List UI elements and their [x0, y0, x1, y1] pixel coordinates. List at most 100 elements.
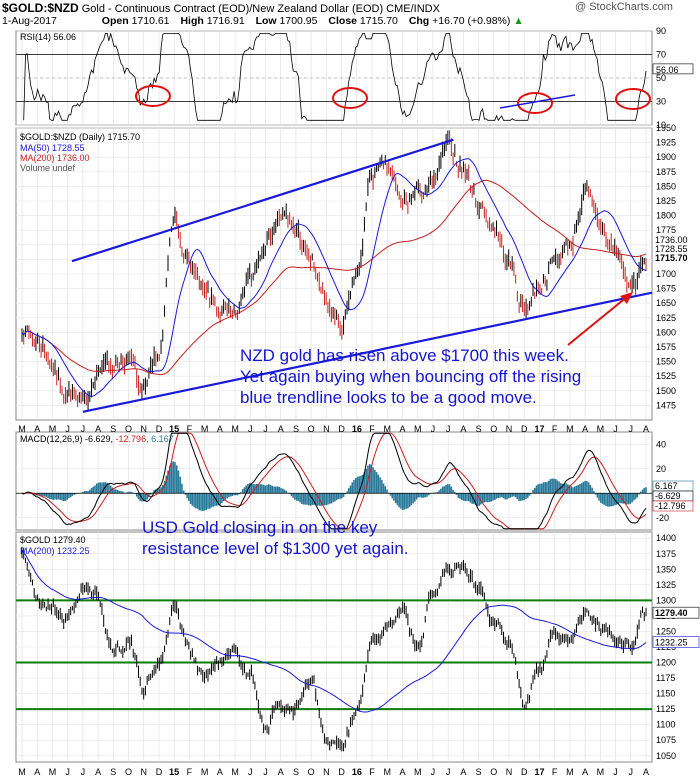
- y-tick-label: 1500: [656, 386, 676, 396]
- x-tick-label: N: [323, 424, 330, 434]
- y-tick-label: 1100: [656, 720, 675, 730]
- stockcharts-watermark: @ StockCharts.com: [575, 1, 673, 13]
- x-tick-label: J: [248, 767, 253, 777]
- x-tick-label: A: [34, 424, 40, 434]
- x-tick-label: S: [110, 424, 116, 434]
- x-tick-label: O: [125, 424, 132, 434]
- y-tick-label: 1850: [656, 181, 676, 191]
- x-tick-label: S: [110, 767, 116, 777]
- x-tick-label: M: [414, 424, 422, 434]
- y-tick-label: 1675: [656, 284, 676, 294]
- high-label: High: [180, 15, 204, 27]
- y-tick-label: 1200: [656, 658, 676, 668]
- nzd-annotation-line: Yet again buying when bouncing off the r…: [240, 367, 581, 386]
- y-tick-label: 1350: [656, 564, 676, 574]
- y-tick-label: 20: [656, 464, 666, 474]
- y-tick-label: 70: [656, 50, 666, 60]
- y-tick-label: 1375: [656, 549, 676, 559]
- x-tick-label: S: [476, 767, 482, 777]
- x-tick-label: O: [125, 767, 132, 777]
- x-tick-label: A: [460, 767, 466, 777]
- x-tick-label: D: [338, 424, 345, 434]
- value-label-bg: [653, 253, 699, 263]
- watermark-line: @ StockCharts.com: [575, 1, 673, 13]
- value-label-bg: [653, 235, 699, 245]
- gold-ma200-line: [21, 550, 647, 713]
- x-tick-label: A: [582, 424, 588, 434]
- macd-line: [21, 432, 647, 530]
- usd-annotation-line: USD Gold closing in on the key: [142, 518, 378, 537]
- y-tick-label: 1775: [656, 225, 676, 235]
- ma50-legend: MA(50) 1728.55: [20, 143, 85, 153]
- x-tick-label: N: [141, 767, 148, 777]
- y-tick-label: 1950: [656, 123, 676, 133]
- y-tick-label: 30: [656, 97, 666, 107]
- nzd-annotation-line: NZD gold has risen above $1700 this week…: [240, 346, 569, 365]
- symbol-title: $GOLD:$NZD: [2, 1, 79, 15]
- usd-annotation-line: resistance level of $1300 yet again.: [142, 539, 409, 558]
- rsi-line: [23, 33, 647, 122]
- close-label: Close: [328, 15, 357, 27]
- rsi-oversold-circle: [135, 85, 171, 107]
- y-tick-label: 1075: [656, 735, 676, 745]
- chart-header-line1: $GOLD:$NZD Gold - Continuous Contract (E…: [2, 1, 440, 15]
- y-tick-label: 1400: [656, 533, 676, 543]
- x-tick-label: J: [629, 767, 634, 777]
- y-tick-label: 1900: [656, 152, 676, 162]
- x-tick-label: A: [582, 767, 588, 777]
- x-tick-label: M: [597, 767, 605, 777]
- x-tick-label: J: [65, 767, 70, 777]
- x-tick-label: F: [369, 424, 375, 434]
- x-tick-label: 16: [352, 767, 362, 777]
- y-tick-label: 1050: [656, 751, 676, 761]
- volume-legend: Volume undef: [20, 163, 76, 173]
- x-tick-label: N: [323, 767, 330, 777]
- ma200-line: [21, 179, 647, 376]
- x-tick-label: J: [629, 424, 634, 434]
- x-tick-label: 15: [169, 424, 179, 434]
- x-tick-label: D: [156, 424, 163, 434]
- y-tick-label: 50: [656, 73, 666, 83]
- low-label: Low: [255, 15, 277, 27]
- x-tick-label: 16: [352, 424, 362, 434]
- price-value-label: 1728.55: [655, 244, 688, 254]
- y-tick-label: 1300: [656, 595, 676, 605]
- y-tick-label: 1550: [656, 357, 676, 367]
- x-tick-label: M: [18, 424, 26, 434]
- price-value-label: 1715.70: [655, 253, 688, 263]
- open-value: 1710.61: [131, 15, 170, 27]
- x-tick-label: M: [18, 767, 26, 777]
- close-value: 1715.70: [359, 15, 398, 27]
- x-tick-label: A: [278, 424, 284, 434]
- gold-legend-title: $GOLD 1279.40: [20, 535, 86, 545]
- x-tick-label: M: [201, 424, 209, 434]
- x-tick-label: F: [187, 767, 193, 777]
- chg-label: Chg: [408, 15, 430, 27]
- x-tick-label: D: [338, 767, 345, 777]
- rsi-value-box: [652, 63, 694, 75]
- x-tick-label: D: [521, 424, 528, 434]
- ma200-legend: MA(200) 1736.00: [20, 153, 90, 163]
- x-tick-label: O: [308, 424, 315, 434]
- y-tick-label: 1475: [656, 400, 676, 410]
- x-tick-label: A: [399, 424, 405, 434]
- x-tick-label: A: [643, 424, 649, 434]
- x-tick-label: A: [217, 424, 223, 434]
- chg-value: +16.70 (+0.98%): [432, 15, 511, 27]
- macd-value-box: [652, 500, 694, 512]
- macd-signal-line: [21, 432, 647, 530]
- nzd-annotation-line: blue trendline looks to be a good move.: [240, 388, 537, 407]
- x-tick-label: F: [552, 424, 558, 434]
- y-tick-label: 1250: [656, 626, 676, 636]
- x-tick-label: D: [156, 767, 163, 777]
- x-tick-label: 17: [534, 767, 544, 777]
- x-tick-label: J: [446, 424, 451, 434]
- gold-value-box: [652, 606, 700, 619]
- x-tick-label: J: [613, 767, 618, 777]
- ohlc-line: 1-Aug-2017 Open 1710.61 High 1716.91 Low…: [2, 15, 524, 27]
- y-tick-label: 1875: [656, 167, 676, 177]
- macd-value-label: -12.796: [655, 501, 686, 511]
- x-tick-label: A: [643, 767, 649, 777]
- rsi-value-label: 56.06: [656, 65, 679, 75]
- arrow-shaft: [567, 295, 629, 346]
